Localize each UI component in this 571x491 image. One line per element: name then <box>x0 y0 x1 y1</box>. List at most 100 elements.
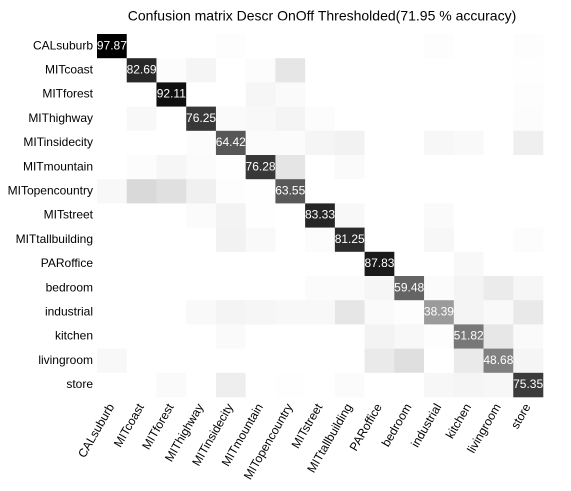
heatmap-cell <box>126 324 157 349</box>
heatmap-cell <box>186 276 217 301</box>
heatmap-cell <box>334 155 365 180</box>
heatmap-cell <box>275 348 306 374</box>
y-tick-label: industrial <box>45 304 93 318</box>
heatmap-cell <box>424 348 455 374</box>
y-tick-label: MITopencountry <box>8 183 93 197</box>
heatmap-cell <box>186 130 217 156</box>
heatmap-cell <box>126 106 157 132</box>
heatmap-cell <box>305 348 336 374</box>
heatmap-cell <box>394 251 425 277</box>
cell-label: 76.25 <box>186 111 216 125</box>
heatmap-cell <box>424 324 455 349</box>
heatmap-cell <box>186 34 217 59</box>
heatmap-cell <box>453 34 484 59</box>
heatmap-cell <box>364 58 395 83</box>
y-tick-label: bedroom <box>46 280 93 294</box>
heatmap-cell <box>364 203 395 228</box>
heatmap-cell <box>424 227 455 253</box>
heatmap-cell <box>364 155 395 180</box>
y-tick-label: PARoffice <box>41 256 94 270</box>
heatmap-cell <box>334 106 365 132</box>
heatmap-cell <box>364 34 395 59</box>
y-tick-label: MITmountain <box>23 159 93 173</box>
y-tick-label: MIThighway <box>28 111 93 125</box>
heatmap-cell <box>126 251 157 277</box>
cell-label: 38.39 <box>424 304 454 318</box>
heatmap-cell <box>215 300 246 325</box>
heatmap-cell <box>305 227 336 253</box>
heatmap-cell <box>215 276 246 301</box>
heatmap-cell <box>156 276 187 301</box>
heatmap-cell <box>245 106 276 132</box>
heatmap-cell <box>483 179 514 204</box>
heatmap-cell <box>424 34 455 59</box>
heatmap-cell <box>97 106 128 132</box>
heatmap-cell <box>245 348 276 374</box>
heatmap-cell <box>97 276 128 301</box>
heatmap-cell <box>305 34 336 59</box>
heatmap-cell <box>394 203 425 228</box>
heatmap-cell <box>275 372 306 398</box>
heatmap-cell <box>245 276 276 301</box>
heatmap-cell <box>305 372 336 398</box>
cell-label: 82.69 <box>127 62 157 76</box>
heatmap-cell <box>334 227 365 253</box>
cell-label: 63.55 <box>275 183 305 197</box>
heatmap-cell <box>305 276 336 301</box>
heatmap-cell <box>97 300 128 325</box>
heatmap-cell <box>394 300 425 325</box>
heatmap-cell <box>126 130 157 156</box>
heatmap-cell <box>513 300 544 325</box>
heatmap-cell <box>424 276 455 301</box>
heatmap-cell <box>305 82 336 107</box>
heatmap-cell <box>186 203 217 228</box>
cell-label: 64.42 <box>216 135 246 149</box>
heatmap-cell <box>126 82 157 107</box>
cell-label: 59.48 <box>394 280 424 294</box>
heatmap-cell <box>186 106 217 132</box>
heatmap-cell <box>97 58 128 83</box>
cell-label: 75.35 <box>513 377 543 391</box>
x-tick-label: CALsuburb <box>75 401 117 460</box>
heatmap-cell <box>483 34 514 59</box>
heatmap-cell <box>334 324 365 349</box>
heatmap-cell <box>513 372 544 398</box>
cell-label: 92.11 <box>157 87 186 101</box>
heatmap-cell <box>513 130 544 156</box>
heatmap-cell <box>275 34 306 59</box>
heatmap-cell <box>334 348 365 374</box>
heatmap-cell <box>245 58 276 83</box>
heatmap-cell <box>156 58 187 83</box>
heatmap-cell <box>364 348 395 374</box>
y-tick-label: MITforest <box>42 87 93 101</box>
heatmap-cell <box>97 179 128 204</box>
heatmap-cell <box>215 203 246 228</box>
heatmap-cell <box>424 82 455 107</box>
heatmap-cell <box>215 251 246 277</box>
heatmap-cell <box>453 106 484 132</box>
heatmap-cell <box>334 300 365 325</box>
heatmap-cell <box>424 300 455 325</box>
heatmap-cell <box>334 251 365 277</box>
heatmap-cell <box>483 300 514 325</box>
heatmap-cell <box>97 203 128 228</box>
heatmap-cell <box>215 130 246 156</box>
heatmap-cell <box>126 34 157 59</box>
heatmap-cell <box>453 155 484 180</box>
heatmap-cell <box>215 324 246 349</box>
heatmap-cell <box>483 203 514 228</box>
heatmap-cell <box>334 179 365 204</box>
heatmap-cell <box>97 372 128 398</box>
heatmap-cell <box>364 300 395 325</box>
heatmap-cell <box>483 251 514 277</box>
heatmap-cell <box>97 155 128 180</box>
heatmap-cell <box>513 251 544 277</box>
heatmap-cell <box>245 82 276 107</box>
chart-title: Confusion matrix Descr OnOff Thresholded… <box>128 8 517 24</box>
heatmap-cell <box>156 155 187 180</box>
heatmap-cell <box>483 372 514 398</box>
heatmap-cell <box>275 251 306 277</box>
heatmap-cell <box>305 251 336 277</box>
heatmap-cell <box>305 179 336 204</box>
